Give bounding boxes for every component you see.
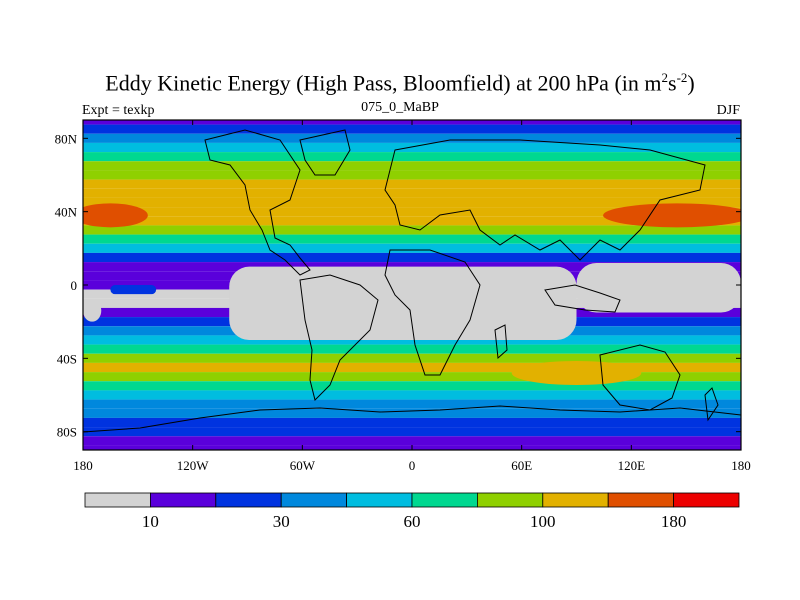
y-tick-label: 40S: [57, 351, 77, 366]
x-tick-label: 60W: [290, 458, 316, 473]
band-lat--35: [83, 344, 741, 354]
band-lat-15: [83, 252, 741, 263]
y-tick-label: 40N: [55, 205, 78, 220]
coastline-eurasia: [384, 139, 706, 261]
band-lat-60: [83, 170, 741, 180]
band-lat-45: [83, 197, 741, 208]
band-lat-20: [83, 243, 741, 253]
colorbar-swatch: [673, 492, 740, 508]
x-tick-label: 0: [409, 458, 416, 473]
band-lat-75: [83, 142, 741, 153]
band-lat--75: [83, 417, 741, 428]
title-mid: s: [668, 70, 677, 96]
chart-title: Eddy Kinetic Energy (High Pass, Bloomfie…: [0, 70, 800, 96]
storm-track-north-pacific-jet: [603, 203, 741, 228]
colorbar-swatch: [346, 492, 413, 508]
y-tick-label: 80N: [55, 131, 78, 146]
band-lat--40: [83, 353, 741, 363]
band-lat-85: [83, 124, 741, 134]
axis-ticks: 180 120W 60W 0 60E 120E 180 80N 40N 0 40S 80S: [55, 120, 751, 473]
colorbar-swatch: [476, 492, 544, 508]
colorbar-swatch: [411, 492, 478, 508]
y-tick-label: 0: [71, 278, 78, 293]
colorbar-swatch: [280, 492, 348, 508]
band-lat-40: [83, 207, 741, 217]
colorbar-label: 10: [142, 512, 159, 531]
colorbar-swatch: [542, 492, 609, 508]
x-tick-label: 120E: [618, 458, 646, 473]
title-sup-2: -2: [676, 70, 688, 85]
band-lat-50: [83, 188, 741, 198]
region-tropical-min-west: [83, 299, 102, 322]
colorbar-label: 180: [661, 512, 687, 531]
title-end: ): [687, 70, 695, 96]
title-main: Eddy Kinetic Energy (High Pass, Bloomfie…: [105, 70, 662, 96]
band-lat--70: [83, 408, 741, 418]
band-lat--80: [83, 427, 741, 437]
x-tick-label: 180: [731, 458, 751, 473]
x-tick-label: 120W: [177, 458, 210, 473]
coastline-greenland: [299, 129, 351, 176]
coastline-madagascar: [494, 324, 508, 360]
coastline-new-zealand: [704, 387, 719, 422]
band-lat-65: [83, 161, 741, 171]
band-lat-70: [83, 152, 741, 162]
storm-track-north-atlantic-jet: [83, 203, 148, 228]
contour-field: [83, 120, 741, 450]
band-lat--50: [83, 372, 741, 382]
season-label: DJF: [716, 103, 740, 118]
coastline-antarctica: [83, 405, 741, 433]
region-tropical-min-east: [576, 263, 741, 313]
coastline-africa: [384, 249, 481, 376]
band-lat-30: [83, 225, 741, 235]
storm-track-southern-ocean-track: [511, 361, 642, 385]
title-sup-1: 2: [661, 70, 669, 85]
colorbar-label: 60: [404, 512, 421, 531]
x-tick-label: 180: [73, 458, 93, 473]
colorbar: 10 30 60 100 180: [84, 492, 740, 531]
band-lat--65: [83, 399, 741, 409]
y-tick-label: 80S: [57, 425, 77, 440]
colorbar-label: 100: [530, 512, 556, 531]
band-lat--45: [83, 362, 741, 373]
colorbar-label: 30: [273, 512, 290, 531]
region-east-pacific-low: [110, 285, 157, 295]
band-lat--85: [83, 436, 741, 446]
colorbar-swatch: [215, 492, 282, 508]
coastline-south-america: [299, 274, 379, 401]
coastline-indonesia: [544, 284, 621, 313]
band-lat-80: [83, 133, 741, 143]
coastline-australia: [599, 344, 681, 411]
band-lat--60: [83, 390, 741, 400]
experiment-label: Expt = texkp: [82, 103, 155, 118]
band-lat-35: [83, 216, 741, 226]
colorbar-swatch: [84, 492, 151, 508]
coastline-outlines: [83, 129, 741, 433]
x-tick-label: 60E: [511, 458, 532, 473]
band-lat-25: [83, 234, 741, 244]
coastline-north-america: [204, 129, 311, 276]
colorbar-swatch: [607, 492, 675, 508]
colorbar-swatch: [149, 492, 217, 508]
band-lat-55: [83, 179, 741, 189]
case-label: 075_0_MaBP: [361, 100, 439, 115]
band-lat--55: [83, 381, 741, 391]
